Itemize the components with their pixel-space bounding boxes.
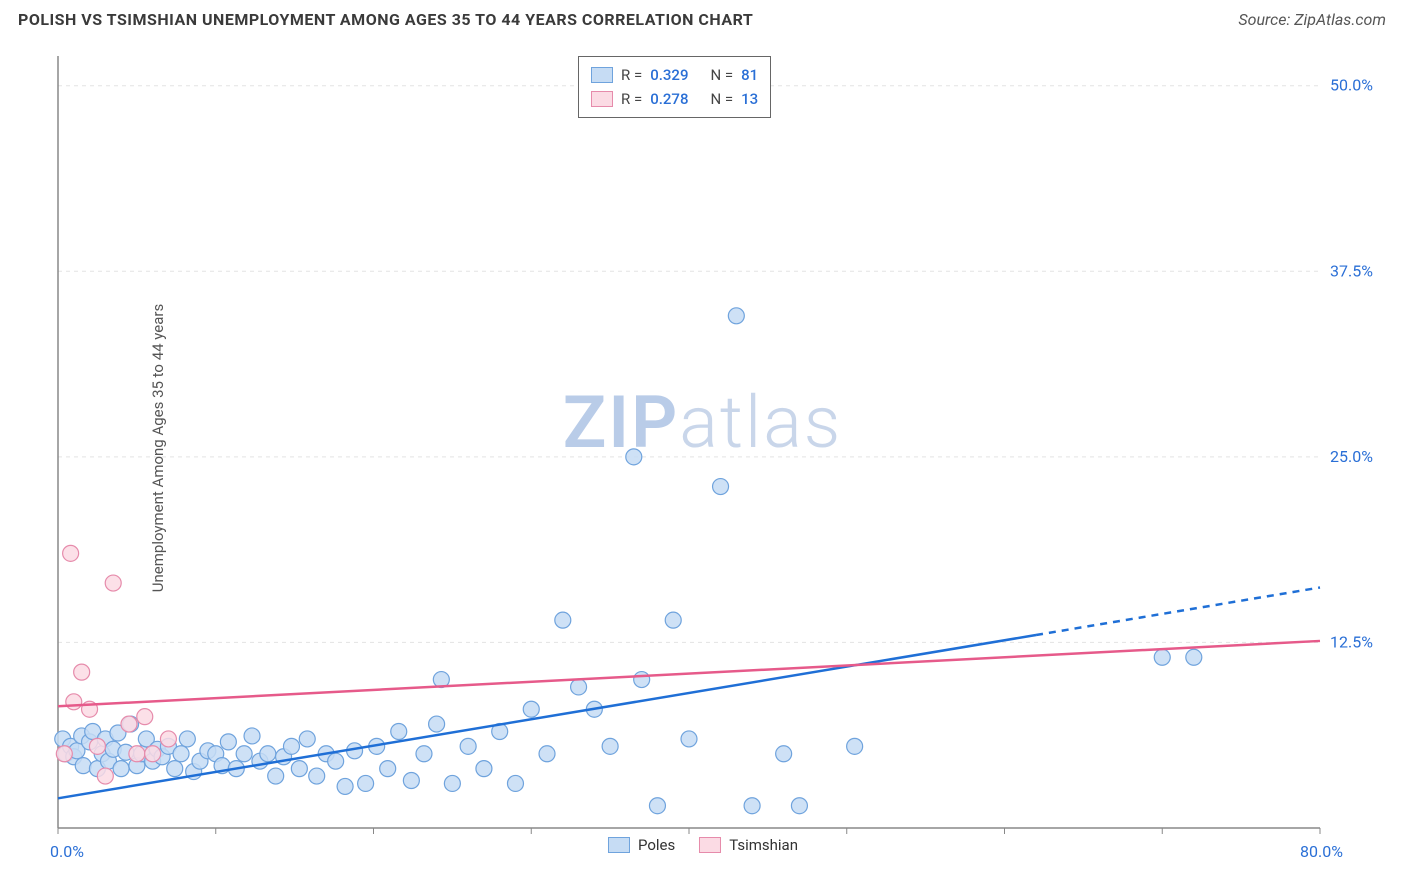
tsimshian-legend-label: Tsimshian bbox=[729, 836, 798, 854]
tsimshian-legend-swatch bbox=[699, 837, 721, 853]
poles-point bbox=[167, 761, 183, 777]
r-label: R = bbox=[621, 87, 642, 111]
legend-item-tsimshian: Tsimshian bbox=[699, 836, 798, 854]
poles-point bbox=[1186, 649, 1202, 665]
poles-swatch bbox=[591, 67, 613, 83]
tsimshian-point bbox=[63, 545, 79, 561]
legend-item-poles: Poles bbox=[608, 836, 675, 854]
poles-point bbox=[523, 701, 539, 717]
poles-legend-swatch bbox=[608, 837, 630, 853]
poles-point bbox=[309, 768, 325, 784]
chart-title: POLISH VS TSIMSHIAN UNEMPLOYMENT AMONG A… bbox=[18, 10, 753, 29]
chart-area: Unemployment Among Ages 35 to 44 years 1… bbox=[18, 38, 1388, 858]
stats-row-tsimshian: R = 0.278 N = 13 bbox=[591, 87, 758, 111]
poles-point bbox=[791, 798, 807, 814]
poles-point bbox=[571, 679, 587, 695]
header: POLISH VS TSIMSHIAN UNEMPLOYMENT AMONG A… bbox=[0, 0, 1406, 31]
poles-point bbox=[268, 768, 284, 784]
poles-point bbox=[507, 775, 523, 791]
tsimshian-point bbox=[97, 768, 113, 784]
x-axis-start-label: 0.0% bbox=[50, 842, 84, 861]
poles-point bbox=[555, 612, 571, 628]
stats-row-poles: R = 0.329 N = 81 bbox=[591, 63, 758, 87]
tsimshian-point bbox=[105, 575, 121, 591]
poles-point bbox=[358, 775, 374, 791]
poles-point bbox=[179, 731, 195, 747]
r-label: R = bbox=[621, 63, 642, 87]
poles-point bbox=[776, 746, 792, 762]
poles-point bbox=[539, 746, 555, 762]
poles-point bbox=[391, 724, 407, 740]
poles-point bbox=[283, 738, 299, 754]
tsimshian-point bbox=[56, 746, 72, 762]
poles-point bbox=[220, 734, 236, 750]
tsimshian-point bbox=[74, 664, 90, 680]
tsimshian-point bbox=[89, 738, 105, 754]
tsimshian-point bbox=[145, 746, 161, 762]
poles-point bbox=[113, 761, 129, 777]
poles-point bbox=[1154, 649, 1170, 665]
poles-point bbox=[416, 746, 432, 762]
n-value: 81 bbox=[741, 63, 758, 87]
n-label: N = bbox=[710, 63, 733, 87]
poles-point bbox=[602, 738, 618, 754]
tsimshian-point bbox=[66, 694, 82, 710]
tsimshian-point bbox=[160, 731, 176, 747]
poles-point bbox=[681, 731, 697, 747]
scatter-plot: 12.5% 25.0% 37.5% 50.0% bbox=[18, 38, 1388, 858]
poles-point bbox=[328, 753, 344, 769]
poles-point bbox=[337, 778, 353, 794]
r-value: 0.329 bbox=[650, 63, 688, 87]
poles-point bbox=[460, 738, 476, 754]
poles-legend-label: Poles bbox=[638, 836, 675, 854]
y-axis-label: Unemployment Among Ages 35 to 44 years bbox=[149, 304, 167, 592]
tsimshian-point bbox=[129, 746, 145, 762]
poles-point bbox=[744, 798, 760, 814]
stats-legend: R = 0.329 N = 81 R = 0.278 N = 13 bbox=[578, 56, 771, 118]
poles-point bbox=[728, 308, 744, 324]
poles-point bbox=[626, 449, 642, 465]
tsimshian-point bbox=[137, 709, 153, 725]
series-legend: Poles Tsimshian bbox=[608, 836, 798, 854]
poles-point bbox=[444, 775, 460, 791]
y-tick-label: 50.0% bbox=[1330, 76, 1373, 95]
poles-point bbox=[429, 716, 445, 732]
y-tick-label: 37.5% bbox=[1330, 261, 1373, 280]
n-label: N = bbox=[710, 87, 733, 111]
poles-point bbox=[299, 731, 315, 747]
source-label: Source: ZipAtlas.com bbox=[1238, 10, 1386, 29]
poles-point bbox=[403, 772, 419, 788]
poles-point bbox=[713, 479, 729, 495]
poles-point bbox=[649, 798, 665, 814]
poles-point bbox=[665, 612, 681, 628]
poles-point bbox=[476, 761, 492, 777]
n-value: 13 bbox=[741, 87, 758, 111]
poles-point bbox=[634, 672, 650, 688]
r-value: 0.278 bbox=[650, 87, 688, 111]
poles-point bbox=[244, 728, 260, 744]
poles-point bbox=[75, 758, 91, 774]
tsimshian-swatch bbox=[591, 91, 613, 107]
tsimshian-point bbox=[121, 716, 137, 732]
poles-point bbox=[847, 738, 863, 754]
poles-point bbox=[236, 746, 252, 762]
y-tick-label: 12.5% bbox=[1330, 632, 1373, 651]
poles-point bbox=[380, 761, 396, 777]
y-tick-label: 25.0% bbox=[1330, 447, 1373, 466]
poles-point bbox=[260, 746, 276, 762]
x-axis-end-label: 80.0% bbox=[1300, 842, 1343, 861]
poles-point bbox=[173, 746, 189, 762]
poles-point bbox=[291, 761, 307, 777]
